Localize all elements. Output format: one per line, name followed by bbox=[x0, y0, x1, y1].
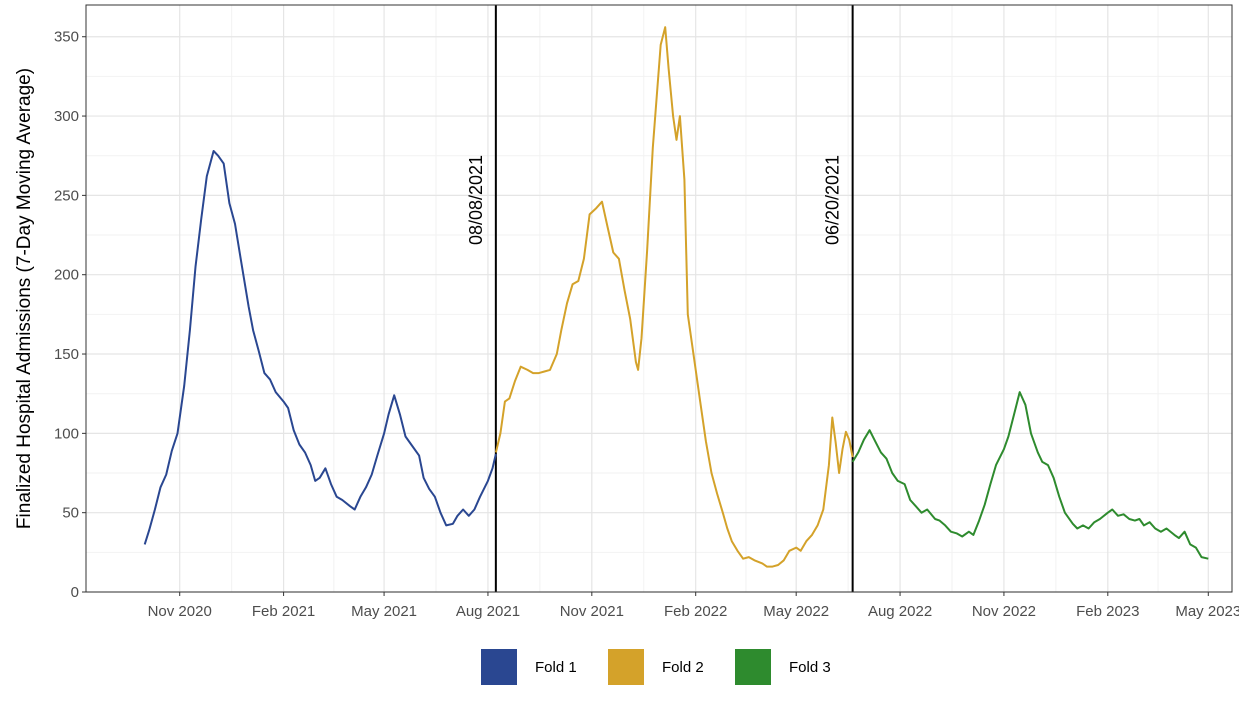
x-tick-label: Feb 2021 bbox=[252, 603, 315, 620]
x-tick-label: Feb 2023 bbox=[1076, 603, 1139, 620]
fold-boundaries: 08/08/2021 06/20/2021 bbox=[466, 5, 854, 592]
y-axis-title: Finalized Hospital Admissions (7-Day Mov… bbox=[14, 68, 35, 529]
x-tick-label: Aug 2022 bbox=[868, 603, 932, 620]
legend-key-fold-1 bbox=[481, 649, 517, 685]
y-tick-label: 0 bbox=[71, 584, 79, 601]
series-line-fold-3 bbox=[851, 391, 1209, 560]
fold-boundary-label: 06/20/2021 bbox=[823, 155, 843, 245]
plot-panel-border bbox=[85, 4, 1233, 593]
y-tick-label: 200 bbox=[54, 267, 79, 284]
legend-key-fold-3 bbox=[735, 649, 771, 685]
legend-key-fold-2 bbox=[608, 649, 644, 685]
grid bbox=[86, 5, 1232, 593]
legend-label: Fold 2 bbox=[662, 659, 704, 676]
series-lines bbox=[143, 26, 1209, 568]
x-tick-label: May 2021 bbox=[351, 603, 417, 620]
x-tick-label: May 2023 bbox=[1175, 603, 1239, 620]
x-tick-label: Aug 2021 bbox=[456, 603, 520, 620]
legend-label: Fold 1 bbox=[535, 659, 577, 676]
x-tick-label: Nov 2020 bbox=[148, 603, 212, 620]
x-tick-label: Feb 2022 bbox=[664, 603, 727, 620]
series-line-fold-2 bbox=[494, 26, 854, 568]
legend-label: Fold 3 bbox=[789, 659, 831, 676]
x-tick-label: Nov 2022 bbox=[972, 603, 1036, 620]
fold-boundary-label: 08/08/2021 bbox=[466, 155, 486, 245]
y-tick-label: 150 bbox=[54, 346, 79, 363]
y-tick-label: 350 bbox=[54, 29, 79, 46]
series-line-fold-1 bbox=[143, 150, 497, 545]
x-tick-label: May 2022 bbox=[763, 603, 829, 620]
axes: 0 50 100 150 200 250 300 350 Nov 2020 Feb 2021 May… bbox=[54, 29, 1239, 620]
x-tick-label: Nov 2021 bbox=[560, 603, 624, 620]
y-tick-label: 250 bbox=[54, 187, 79, 204]
y-tick-label: 300 bbox=[54, 108, 79, 125]
y-tick-label: 50 bbox=[62, 505, 79, 522]
legend: Fold 1 Fold 2 Fold 3 bbox=[481, 649, 831, 685]
y-tick-label: 100 bbox=[54, 425, 79, 442]
